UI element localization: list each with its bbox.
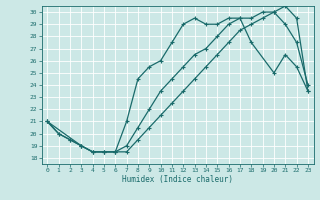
X-axis label: Humidex (Indice chaleur): Humidex (Indice chaleur)	[122, 175, 233, 184]
